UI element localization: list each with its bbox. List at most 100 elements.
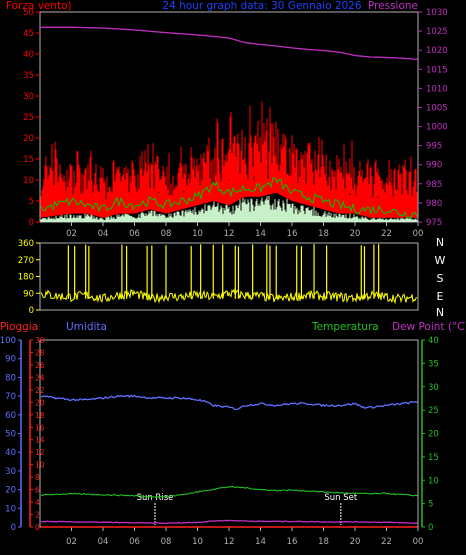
x-tick-label: 22 <box>381 537 392 547</box>
humidity-y-tick-label: 30 <box>5 467 16 477</box>
x-tick-label: 22 <box>381 229 392 239</box>
x-tick-label: 16 <box>287 229 298 239</box>
rain-y-tick-label: 20 <box>35 398 45 407</box>
rain-y-tick-label: 8 <box>35 473 40 482</box>
pressure-y-tick-label: 980 <box>426 199 442 209</box>
direction-line <box>40 288 418 305</box>
wind-pressure-chart: 0510152025303540455097598098599099510001… <box>23 8 447 239</box>
direction-y-tick-label: 0 <box>29 306 34 316</box>
rain-y-tick-label: 12 <box>35 448 45 457</box>
x-tick-label: 04 <box>98 229 109 239</box>
temperature-y-tick-label: 25 <box>428 406 439 416</box>
temperature-y-tick-label: 5 <box>428 500 433 510</box>
rain-y-tick-label: 16 <box>35 423 45 432</box>
chart-title: 24 hour graph data: 30 Gennaio 2026 <box>162 0 361 12</box>
temperature-y-tick-label: 20 <box>428 430 439 440</box>
direction-y-tick-label: 360 <box>18 239 34 249</box>
pressure-y-tick-label: 975 <box>426 218 442 228</box>
temperature-line <box>40 485 418 498</box>
humidity-line <box>40 394 418 411</box>
humidity-y-tick-label: 90 <box>5 355 16 365</box>
direction-y-tick-label: 180 <box>18 273 34 283</box>
x-tick-label: 16 <box>287 537 298 547</box>
wind-y-tick-label: 20 <box>23 134 34 144</box>
wind-y-tick-label: 15 <box>23 155 34 165</box>
x-tick-label: 14 <box>255 229 266 239</box>
x-tick-label: 02 <box>66 537 77 547</box>
direction-letter: N <box>436 236 444 249</box>
humidity-y-tick-label: 40 <box>5 448 16 458</box>
temperature-y-tick-label: 30 <box>428 383 439 393</box>
direction-letter: W <box>435 254 446 267</box>
x-tick-label: 18 <box>318 229 329 239</box>
x-tick-label: 06 <box>129 537 140 547</box>
pressure-y-tick-label: 1010 <box>426 84 448 94</box>
x-tick-label: 00 <box>413 229 424 239</box>
pressure-y-tick-label: 1030 <box>426 8 448 18</box>
temperature-y-tick-label: 10 <box>428 476 439 486</box>
temperature-label: Temperatura <box>311 321 379 333</box>
pressure-y-tick-label: 1005 <box>426 103 448 113</box>
rain-humidity-temp-chart: 0102030405060708090100024681012141618202… <box>0 336 439 547</box>
rain-y-tick-label: 22 <box>35 386 45 395</box>
pressure-y-tick-label: 995 <box>426 142 442 152</box>
temperature-y-tick-label: 0 <box>428 523 433 533</box>
lower-plot-frame <box>39 339 419 528</box>
rain-y-tick-label: 26 <box>35 361 45 370</box>
x-tick-label: 20 <box>350 229 361 239</box>
rain-y-tick-label: 2 <box>35 511 40 520</box>
rain-label: Pioggia <box>0 321 38 333</box>
humidity-y-tick-label: 10 <box>5 504 16 514</box>
wind-y-tick-label: 5 <box>29 197 34 207</box>
wind-direction-chart: 0 90 180 270 360 <box>18 239 419 316</box>
wind-avg-line <box>40 177 418 219</box>
pressure-y-tick-label: 990 <box>426 161 442 171</box>
sunset-label: Sun Set <box>324 493 357 503</box>
humidity-label: Umidita <box>66 321 107 333</box>
x-tick-label: 12 <box>224 229 235 239</box>
direction-letter: E <box>437 290 444 303</box>
humidity-y-tick-label: 0 <box>11 523 16 533</box>
rain-y-tick-label: 14 <box>35 436 45 445</box>
pressure-line <box>40 26 419 60</box>
wind-y-tick-label: 30 <box>23 92 34 102</box>
x-tick-label: 10 <box>192 537 203 547</box>
rain-y-tick-label: 10 <box>35 461 45 470</box>
pressure-y-tick-label: 1015 <box>426 65 448 75</box>
direction-y-tick-label: 90 <box>23 289 34 299</box>
rain-y-tick-label: 24 <box>35 373 45 382</box>
x-tick-label: 12 <box>224 537 235 547</box>
lower-header: Pioggia Umidita Temperatura Dew Point (°… <box>0 321 466 333</box>
wind-y-tick-label: 25 <box>23 113 34 123</box>
humidity-y-tick-label: 100 <box>0 336 16 346</box>
direction-letter: N <box>436 306 444 319</box>
wind-y-tick-label: 45 <box>23 29 34 39</box>
pressure-y-tick-label: 1000 <box>426 123 448 133</box>
temperature-y-tick-label: 35 <box>428 359 439 369</box>
x-tick-label: 02 <box>66 229 77 239</box>
dewpoint-label: Dew Point (°C) <box>392 321 466 333</box>
x-tick-label: 10 <box>192 229 203 239</box>
pressure-y-tick-label: 1025 <box>426 27 448 37</box>
wind-y-tick-label: 0 <box>29 218 34 228</box>
temperature-y-tick-label: 15 <box>428 453 439 463</box>
direction-letter: S <box>437 272 444 285</box>
pressure-label: Pressione <box>368 0 418 12</box>
humidity-y-tick-label: 70 <box>5 392 16 402</box>
pressure-y-tick-label: 1020 <box>426 46 448 56</box>
wind-y-tick-label: 40 <box>23 50 34 60</box>
temperature-y-tick-label: 40 <box>428 336 439 346</box>
direction-y-tick-label: 270 <box>18 256 34 266</box>
x-tick-label: 08 <box>161 229 172 239</box>
rain-y-tick-label: 30 <box>35 336 45 345</box>
top-header: Forza vento) 24 hour graph data: 30 Genn… <box>6 0 418 12</box>
sunrise-label: Sun Rise <box>137 493 174 503</box>
x-tick-label: 20 <box>350 537 361 547</box>
rain-y-tick-label: 4 <box>35 498 40 507</box>
humidity-y-tick-label: 50 <box>5 430 16 440</box>
x-tick-label: 04 <box>98 537 109 547</box>
x-tick-label: 14 <box>255 537 266 547</box>
